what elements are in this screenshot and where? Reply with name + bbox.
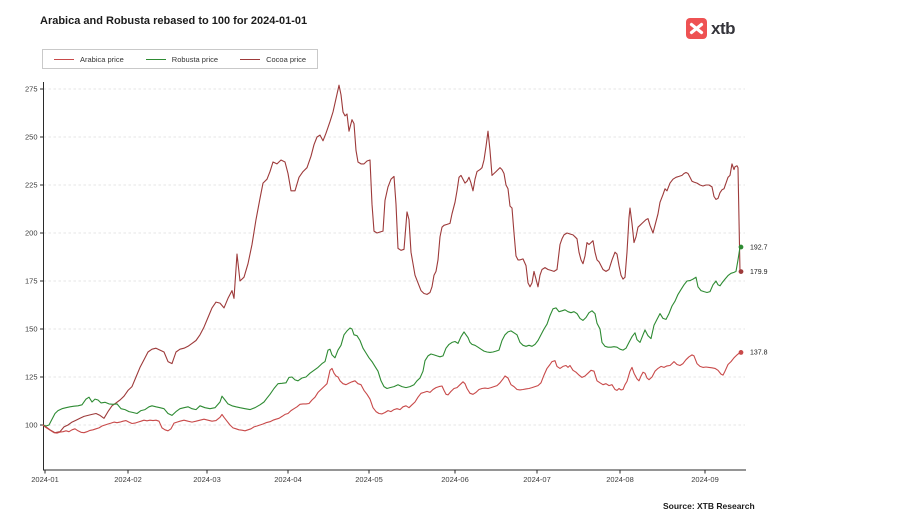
legend-item-arabica: Arabica price — [54, 55, 124, 64]
x-tick-label: 2024-06 — [441, 475, 469, 484]
series-line-arabica — [42, 351, 741, 434]
y-tick-label: 225 — [25, 181, 38, 190]
legend-item-cocoa: Cocoa price — [240, 55, 306, 64]
x-tick-label: 2024-05 — [355, 475, 383, 484]
end-marker-cocoa — [738, 269, 744, 274]
legend-label: Arabica price — [80, 54, 124, 64]
y-tick-label: 275 — [25, 85, 38, 94]
legend-swatch — [54, 58, 74, 60]
y-tick-label: 200 — [25, 229, 38, 238]
legend-item-robusta: Robusta price — [145, 54, 219, 64]
x-tick-label: 2024-09 — [691, 475, 719, 484]
end-label-robusta: 192.7 — [750, 244, 768, 251]
chart-legend: Arabica price Robusta price Cocoa price — [42, 49, 319, 69]
source-note: Source: XTB Research — [663, 501, 755, 511]
xtb-logo: xtb — [686, 18, 736, 39]
x-tick-label: 2024-08 — [606, 475, 634, 484]
xtb-logo-icon — [686, 18, 707, 39]
x-tick-label: 2024-04 — [274, 475, 302, 484]
y-tick-label: 100 — [25, 421, 38, 430]
x-tick-label: 2024-07 — [523, 475, 551, 484]
x-tick-label: 2024-01 — [31, 475, 59, 484]
y-tick-label: 175 — [25, 277, 38, 286]
chart-title: Arabica and Robusta rebased to 100 for 2… — [40, 15, 308, 27]
end-label-cocoa: 179.9 — [750, 269, 768, 276]
series-line-robusta — [42, 246, 741, 427]
series-line-cocoa — [42, 84, 741, 434]
xtb-logo-text: xtb — [711, 18, 736, 38]
legend-label: Cocoa price — [266, 54, 307, 64]
legend-label: Robusta price — [171, 54, 219, 64]
x-tick-label: 2024-03 — [193, 475, 221, 484]
end-marker-robusta — [738, 244, 744, 250]
y-tick-label: 150 — [25, 325, 38, 334]
x-tick-label: 2024-02 — [114, 475, 142, 484]
legend-swatch — [145, 58, 166, 60]
end-label-arabica: 137.8 — [750, 350, 768, 357]
legend-swatch — [240, 58, 261, 60]
axes — [43, 82, 746, 471]
end-marker-arabica — [738, 350, 744, 355]
y-tick-label: 125 — [25, 373, 38, 382]
y-tick-label: 250 — [25, 133, 38, 142]
x-glyph-icon — [689, 22, 704, 35]
